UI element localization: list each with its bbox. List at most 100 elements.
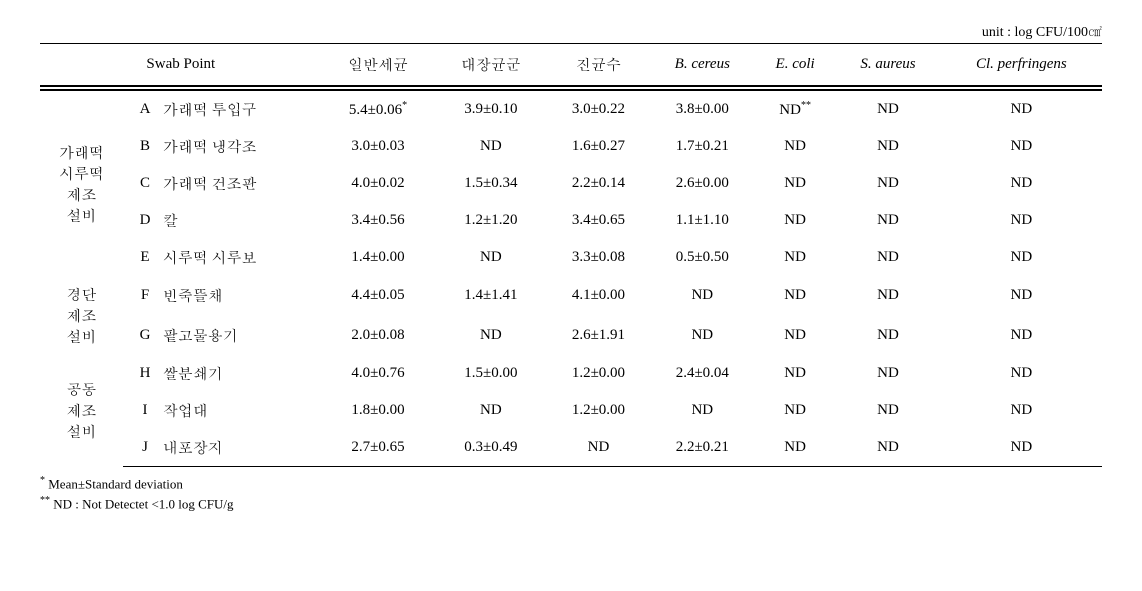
cell: ND bbox=[941, 355, 1102, 392]
table-row: G 팥고물용기 2.0±0.08 ND 2.6±1.91 ND ND ND ND bbox=[40, 316, 1102, 356]
cell: 1.2±0.00 bbox=[547, 392, 649, 429]
cell: ND bbox=[835, 91, 940, 129]
row-label: 빈죽뜰채 bbox=[159, 276, 322, 316]
row-label: 시루떡 시루보 bbox=[159, 239, 322, 276]
cell: 1.1±1.10 bbox=[650, 202, 755, 239]
cell: ND bbox=[941, 165, 1102, 202]
cell: ND bbox=[835, 316, 940, 356]
table-row: B 가래떡 냉각조 3.0±0.03 ND 1.6±0.27 1.7±0.21 … bbox=[40, 128, 1102, 165]
cell: ND bbox=[755, 202, 835, 239]
row-label: 쌀분쇄기 bbox=[159, 355, 322, 392]
cell: ND bbox=[650, 392, 755, 429]
row-letter: F bbox=[123, 276, 159, 316]
cell: ND bbox=[434, 128, 547, 165]
cell: ND bbox=[755, 239, 835, 276]
cell: ND bbox=[434, 392, 547, 429]
row-label: 가래떡 투입구 bbox=[159, 91, 322, 129]
cell: ND bbox=[755, 128, 835, 165]
cell: ND bbox=[650, 316, 755, 356]
cell: 1.6±0.27 bbox=[547, 128, 649, 165]
cell: ND bbox=[755, 276, 835, 316]
table-row: D 칼 3.4±0.56 1.2±1.20 3.4±0.65 1.1±1.10 … bbox=[40, 202, 1102, 239]
table-row: J 내포장지 2.7±0.65 0.3±0.49 ND 2.2±0.21 ND … bbox=[40, 429, 1102, 467]
cell: ND bbox=[835, 392, 940, 429]
unit-label: unit : log CFU/100㎠ bbox=[40, 20, 1102, 41]
cell: 1.5±0.34 bbox=[434, 165, 547, 202]
cell: 2.2±0.21 bbox=[650, 429, 755, 467]
cell: ND bbox=[434, 316, 547, 356]
cell: 0.5±0.50 bbox=[650, 239, 755, 276]
col-c1: 일반세균 bbox=[322, 44, 435, 86]
cell: ND bbox=[941, 239, 1102, 276]
row-letter: G bbox=[123, 316, 159, 356]
row-letter: I bbox=[123, 392, 159, 429]
cell: 1.4±1.41 bbox=[434, 276, 547, 316]
row-letter: J bbox=[123, 429, 159, 467]
table-row: E 시루떡 시루보 1.4±0.00 ND 3.3±0.08 0.5±0.50 … bbox=[40, 239, 1102, 276]
group-label-3: 공동 제조 설비 bbox=[40, 355, 123, 467]
cell: 1.5±0.00 bbox=[434, 355, 547, 392]
cell: ND bbox=[835, 429, 940, 467]
cell: ND bbox=[547, 429, 649, 467]
data-table: Swab Point 일반세균 대장균군 진균수 B. cereus E. co… bbox=[40, 43, 1102, 467]
cell: 3.3±0.08 bbox=[547, 239, 649, 276]
cell: 1.2±0.00 bbox=[547, 355, 649, 392]
cell: 2.0±0.08 bbox=[322, 316, 435, 356]
cell: ND bbox=[941, 202, 1102, 239]
cell: 3.0±0.03 bbox=[322, 128, 435, 165]
cell: 3.4±0.56 bbox=[322, 202, 435, 239]
cell: 2.6±0.00 bbox=[650, 165, 755, 202]
row-label: 가래떡 건조판 bbox=[159, 165, 322, 202]
cell: ND bbox=[755, 355, 835, 392]
cell: ND bbox=[941, 128, 1102, 165]
cell: 1.8±0.00 bbox=[322, 392, 435, 429]
cell: 5.4±0.06* bbox=[322, 91, 435, 129]
row-letter: A bbox=[123, 91, 159, 129]
header-row: Swab Point 일반세균 대장균군 진균수 B. cereus E. co… bbox=[40, 44, 1102, 86]
row-letter: H bbox=[123, 355, 159, 392]
cell: 3.4±0.65 bbox=[547, 202, 649, 239]
table-row: 경단 제조 설비 F 빈죽뜰채 4.4±0.05 1.4±1.41 4.1±0.… bbox=[40, 276, 1102, 316]
cell: 2.2±0.14 bbox=[547, 165, 649, 202]
cell: ND bbox=[941, 392, 1102, 429]
cell: ND bbox=[835, 202, 940, 239]
cell: ND bbox=[755, 316, 835, 356]
cell: ND bbox=[835, 355, 940, 392]
cell: ND bbox=[835, 128, 940, 165]
group-label-2: 경단 제조 설비 bbox=[40, 276, 123, 355]
table-row: 가래떡 시루떡 제조 설비 A 가래떡 투입구 5.4±0.06* 3.9±0.… bbox=[40, 91, 1102, 129]
row-letter: B bbox=[123, 128, 159, 165]
col-c2: 대장균군 bbox=[434, 44, 547, 86]
cell: 2.7±0.65 bbox=[322, 429, 435, 467]
group-label-1: 가래떡 시루떡 제조 설비 bbox=[40, 91, 123, 277]
footnotes: * Mean±Standard deviation ** ND : Not De… bbox=[40, 475, 1102, 513]
cell: 2.6±1.91 bbox=[547, 316, 649, 356]
cell: 3.9±0.10 bbox=[434, 91, 547, 129]
cell: ND bbox=[835, 165, 940, 202]
cell: ND bbox=[755, 165, 835, 202]
cell: 2.4±0.04 bbox=[650, 355, 755, 392]
col-c3: 진균수 bbox=[547, 44, 649, 86]
col-c5: E. coli bbox=[755, 44, 835, 86]
cell: ND bbox=[835, 239, 940, 276]
cell: 1.7±0.21 bbox=[650, 128, 755, 165]
row-label: 팥고물용기 bbox=[159, 316, 322, 356]
cell: ND bbox=[434, 239, 547, 276]
row-letter: D bbox=[123, 202, 159, 239]
col-c7: Cl. perfringens bbox=[941, 44, 1102, 86]
row-label: 가래떡 냉각조 bbox=[159, 128, 322, 165]
table-row: 공동 제조 설비 H 쌀분쇄기 4.0±0.76 1.5±0.00 1.2±0.… bbox=[40, 355, 1102, 392]
cell: 1.4±0.00 bbox=[322, 239, 435, 276]
cell: 4.1±0.00 bbox=[547, 276, 649, 316]
col-c4: B. cereus bbox=[650, 44, 755, 86]
cell: ND bbox=[941, 91, 1102, 129]
col-c6: S. aureus bbox=[835, 44, 940, 86]
footnote-1: * Mean±Standard deviation bbox=[40, 475, 1102, 492]
cell: ND bbox=[941, 316, 1102, 356]
cell: ND** bbox=[755, 91, 835, 129]
cell: 0.3±0.49 bbox=[434, 429, 547, 467]
cell: ND bbox=[941, 429, 1102, 467]
cell: 4.0±0.76 bbox=[322, 355, 435, 392]
cell: ND bbox=[941, 276, 1102, 316]
col-swab-point: Swab Point bbox=[40, 44, 322, 86]
